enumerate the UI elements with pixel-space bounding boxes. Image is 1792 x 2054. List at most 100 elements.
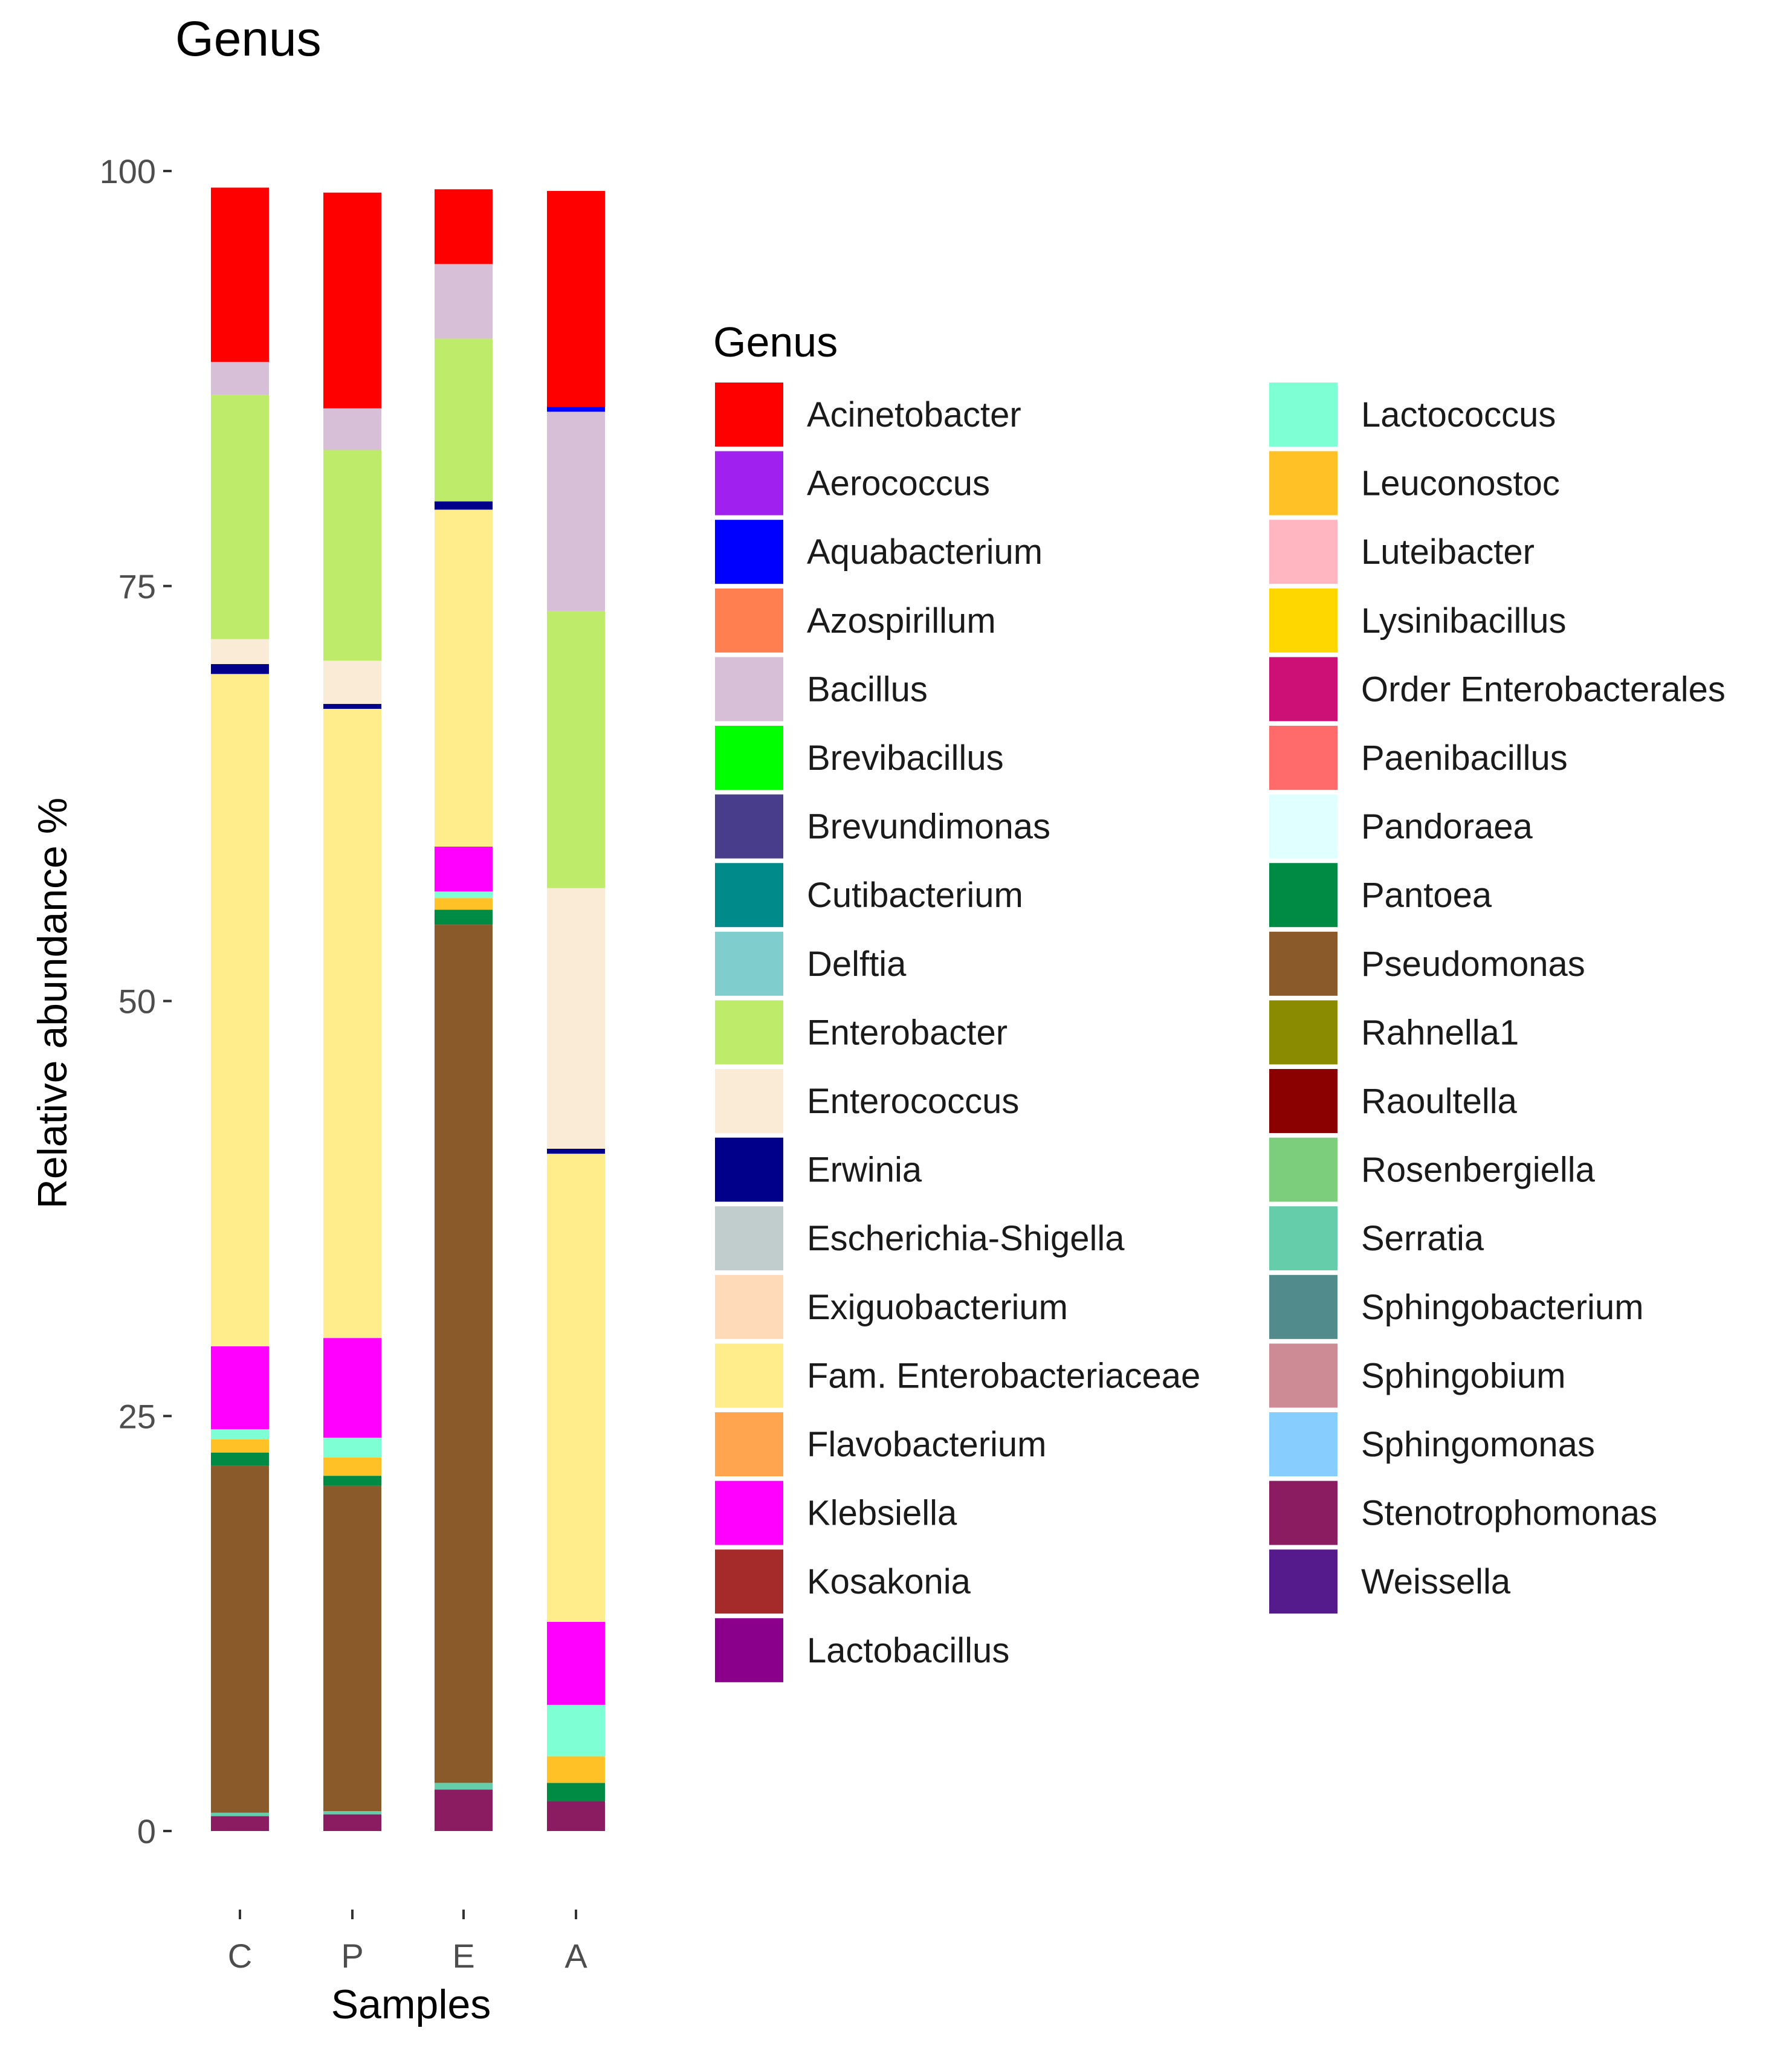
legend-label: Lactococcus: [1361, 395, 1556, 434]
bar-segment-pseudomonas-P: [323, 1485, 381, 1812]
bar-segment-serratia-C: [211, 1812, 269, 1817]
legend-swatch: [715, 520, 783, 584]
legend-swatch: [1269, 863, 1338, 928]
bar-segment-bacillus-P: [323, 408, 381, 450]
bar-segment-stenotrophomonas-A: [547, 1801, 605, 1831]
bar-segment-aquabacterium-A: [547, 407, 605, 412]
bar-segment-fam-enterobacteriaceae-A: [547, 1154, 605, 1622]
bar-C: [211, 187, 269, 1831]
legend-swatch: [715, 794, 783, 859]
bar-segment-enterobacter-A: [547, 610, 605, 888]
legend-item: Aquabacterium: [715, 520, 1043, 584]
bar-segment-pantoea-C: [211, 1452, 269, 1466]
legend-label: Erwinia: [807, 1151, 922, 1190]
bar-segment-leuconostoc-C: [211, 1439, 269, 1453]
bar-segment-serratia-P: [323, 1811, 381, 1815]
legend-item: Kosakonia: [715, 1549, 971, 1614]
bar-segment-acinetobacter-P: [323, 192, 381, 409]
legend-label: Azospirillum: [807, 601, 996, 641]
legend-label: Leuconostoc: [1361, 464, 1560, 503]
legend-label: Acinetobacter: [807, 395, 1021, 434]
legend-item: Sphingobium: [1269, 1343, 1566, 1408]
bar-segment-klebsiella-P: [323, 1338, 381, 1438]
legend-item: Order Enterobacterales: [1269, 657, 1726, 722]
bar-segment-bacillus-C: [211, 361, 269, 395]
legend-item: Bacillus: [715, 657, 928, 722]
legend-label: Fam. Enterobacteriaceae: [807, 1356, 1200, 1395]
bar-segment-lactococcus-P: [323, 1437, 381, 1458]
legend-item: Brevibacillus: [715, 726, 1004, 790]
bar-segment-enterococcus-A: [547, 888, 605, 1149]
legend-swatch: [715, 863, 783, 928]
legend-label: Stenotrophomonas: [1361, 1494, 1657, 1533]
y-tick-label: 100: [100, 152, 156, 190]
legend-item: Rosenbergiella: [1269, 1137, 1596, 1202]
legend-label: Rosenbergiella: [1361, 1151, 1596, 1190]
legend-label: Order Enterobacterales: [1361, 670, 1726, 709]
legend-item: Fam. Enterobacteriaceae: [715, 1343, 1200, 1408]
bar-segment-acinetobacter-A: [547, 190, 605, 407]
legend-label: Escherichia-Shigella: [807, 1219, 1125, 1258]
legend-swatch: [1269, 1549, 1338, 1614]
bar-segment-klebsiella-C: [211, 1346, 269, 1430]
legend-label: Pseudomonas: [1361, 945, 1585, 984]
legend-item: Stenotrophomonas: [1269, 1481, 1657, 1545]
legend-swatch: [715, 1412, 783, 1476]
y-tick-label: 75: [118, 567, 156, 606]
legend-item: Erwinia: [715, 1137, 922, 1202]
legend-swatch: [715, 726, 783, 790]
legend-label: Brevibacillus: [807, 738, 1004, 778]
legend-item: Raoultella: [1269, 1069, 1518, 1133]
bar-segment-pantoea-E: [435, 909, 493, 925]
bar-segment-enterococcus-C: [211, 639, 269, 664]
legend-label: Delftia: [807, 945, 907, 984]
bar-segment-enterococcus-P: [323, 660, 381, 704]
bar-segment-enterobacter-E: [435, 338, 493, 502]
legend-item: Klebsiella: [715, 1481, 957, 1545]
legend-swatch: [715, 588, 783, 653]
legend-swatch: [715, 1206, 783, 1271]
legend-item: Serratia: [1269, 1206, 1484, 1271]
legend-label: Lactobacillus: [807, 1631, 1009, 1670]
x-tick-label: A: [564, 1937, 587, 1975]
bar-segment-leuconostoc-P: [323, 1457, 381, 1476]
legend-item: Lysinibacillus: [1269, 588, 1567, 653]
legend-swatch: [1269, 451, 1338, 515]
bar-segment-erwinia-A: [547, 1148, 605, 1154]
legend-swatch: [715, 1000, 783, 1065]
bar-P: [323, 192, 381, 1831]
bar-segment-erwinia-P: [323, 703, 381, 709]
legend-item: Enterobacter: [715, 1000, 1008, 1065]
legend-title: Genus: [713, 318, 838, 366]
legend-item: Aerococcus: [715, 451, 990, 515]
legend-item: Pantoea: [1269, 863, 1492, 928]
legend-swatch: [1269, 1137, 1338, 1202]
bar-segment-klebsiella-E: [435, 847, 493, 892]
legend-item: Lactococcus: [1269, 383, 1556, 447]
y-axis: 0 25 50 75 100: [100, 152, 172, 1850]
bar-segment-enterobacter-C: [211, 395, 269, 639]
bar-E: [435, 189, 493, 1831]
bar-segment-stenotrophomonas-E: [435, 1789, 493, 1831]
bar-segment-erwinia-E: [435, 501, 493, 510]
bar-segment-fam-enterobacteriaceae-E: [435, 509, 493, 847]
legend-item: Rahnella1: [1269, 1000, 1519, 1065]
chart-title: Genus: [175, 11, 322, 66]
legend-label: Pantoea: [1361, 876, 1492, 915]
legend-label: Flavobacterium: [807, 1425, 1046, 1464]
legend-swatch: [1269, 1481, 1338, 1545]
bar-segment-lactococcus-C: [211, 1429, 269, 1439]
bar-segment-fam-enterobacteriaceae-P: [323, 709, 381, 1339]
legend-label: Rahnella1: [1361, 1013, 1519, 1052]
legend-swatch: [715, 1274, 783, 1339]
legend-label: Lysinibacillus: [1361, 601, 1567, 641]
legend-swatch: [1269, 1069, 1338, 1133]
legend-item: Brevundimonas: [715, 794, 1050, 859]
legend-label: Pandoraea: [1361, 807, 1533, 847]
bar-segment-pseudomonas-E: [435, 925, 493, 1783]
legend-label: Serratia: [1361, 1219, 1484, 1258]
bar-segment-leuconostoc-E: [435, 898, 493, 910]
legend-item: Escherichia-Shigella: [715, 1206, 1125, 1271]
